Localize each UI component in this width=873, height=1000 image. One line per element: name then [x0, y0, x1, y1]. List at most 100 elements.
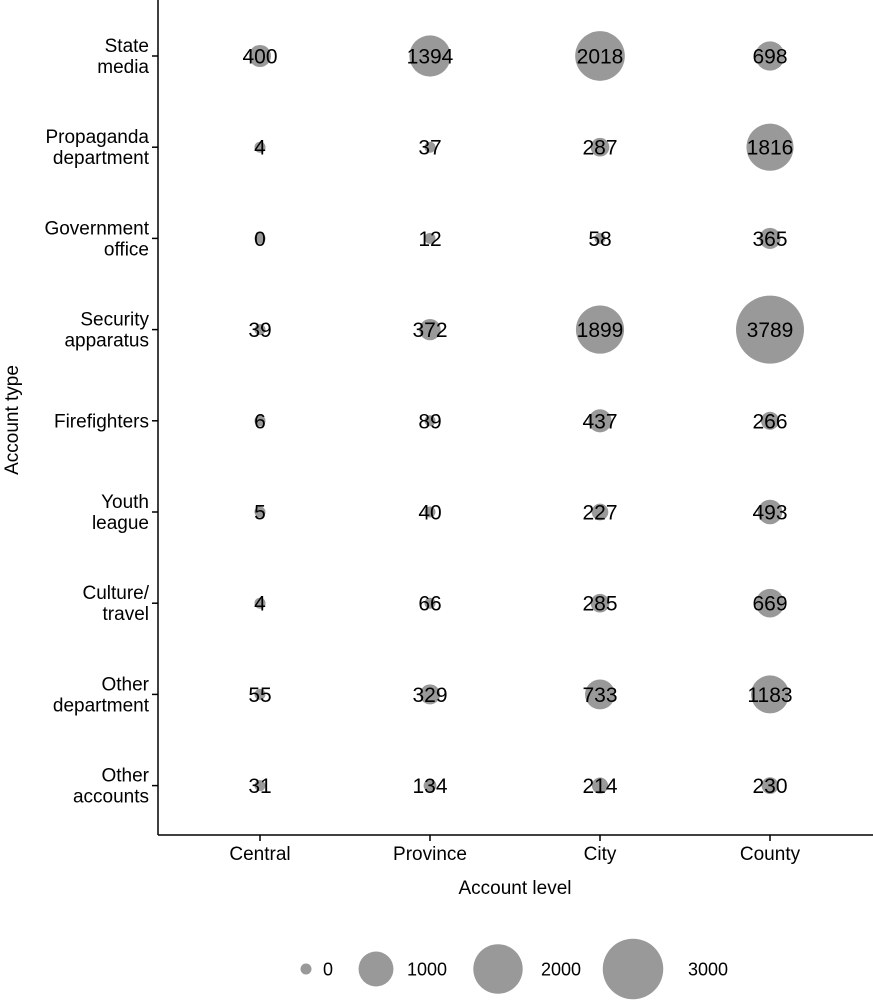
bubble	[590, 593, 610, 613]
y-tick-label-line: Security	[80, 310, 149, 331]
value-label: 733	[582, 684, 617, 707]
value-label: 400	[242, 46, 277, 69]
bubble	[588, 409, 612, 433]
value-label: 214	[582, 775, 617, 798]
y-tick-label-line: Government	[44, 218, 149, 239]
value-label: 372	[412, 319, 447, 342]
y-tick-label: Security apparatus	[64, 310, 149, 352]
value-label: 134	[412, 775, 447, 798]
bubble	[761, 777, 779, 794]
bubble	[254, 688, 266, 700]
bubble	[746, 123, 794, 171]
bubble	[254, 597, 266, 609]
bubble	[736, 295, 804, 364]
legend-label: 1000	[407, 960, 447, 980]
value-label: 4	[254, 593, 266, 616]
value-label: 493	[752, 502, 787, 525]
y-tick-label: State media	[97, 36, 149, 78]
value-label: 89	[418, 410, 441, 433]
bubble	[757, 499, 783, 525]
bubble	[590, 137, 610, 157]
y-tick-label-line: travel	[103, 604, 149, 625]
y-tick-label-line: Other	[101, 766, 149, 787]
bubble	[424, 415, 436, 427]
x-tick-label: County	[740, 844, 801, 865]
bubble	[591, 777, 609, 794]
value-label: 66	[418, 593, 441, 616]
value-label: 227	[582, 502, 617, 525]
value-label: 0	[254, 228, 266, 251]
y-tick-label-line: accounts	[73, 787, 149, 808]
y-tick-label-line: Culture/	[82, 583, 149, 604]
bubble	[755, 588, 785, 618]
value-label: 55	[248, 684, 271, 707]
legend-bubble	[473, 944, 523, 994]
bubble	[419, 684, 441, 705]
x-tick-label: Province	[393, 844, 467, 865]
bubble	[594, 232, 606, 244]
y-tick-label: Other accounts	[73, 766, 150, 808]
y-tick-label-line: department	[53, 148, 150, 169]
bubble	[409, 35, 451, 77]
bubble	[254, 141, 266, 153]
y-tick-label: Youth league	[92, 492, 149, 534]
bubble	[423, 779, 437, 792]
y-tick-label: Other department	[53, 674, 150, 716]
value-label: 58	[588, 228, 611, 251]
x-tick-label: City	[584, 844, 617, 865]
bubble	[424, 506, 436, 518]
value-label: 285	[582, 593, 617, 616]
bubble	[254, 780, 266, 792]
value-label: 40	[418, 502, 441, 525]
x-axis-title: Account level	[458, 878, 571, 899]
value-label: 698	[752, 46, 787, 69]
value-label: 4	[254, 137, 266, 160]
y-tick-label-line: apparatus	[64, 331, 149, 352]
legend-bubble	[358, 951, 394, 987]
y-tick-label-line: league	[92, 513, 149, 534]
value-label: 437	[582, 410, 617, 433]
legend-bubble	[602, 938, 664, 1000]
y-tick-label-line: office	[104, 239, 149, 260]
legend: 0 1000 2000 3000	[300, 938, 728, 1000]
value-label: 39	[248, 319, 271, 342]
value-label: 6	[254, 410, 266, 433]
value-label: 230	[752, 775, 787, 798]
bubble	[585, 679, 615, 710]
value-label: 12	[418, 228, 441, 251]
y-tick-label: Culture/travel	[82, 583, 149, 625]
bubble	[751, 675, 789, 714]
bubble	[424, 141, 436, 153]
y-tick-label-line: Youth	[101, 492, 149, 513]
value-label: 669	[752, 593, 787, 616]
bubble	[419, 318, 441, 341]
y-tick-label-line: Other	[101, 674, 149, 695]
legend-bubble	[300, 963, 312, 975]
y-tick-label: Propaganda department	[45, 127, 149, 169]
bubble	[254, 506, 266, 518]
value-label: 1394	[407, 46, 454, 69]
value-label: 1816	[747, 137, 794, 160]
bubble	[254, 232, 266, 244]
legend-label: 0	[323, 960, 333, 980]
bubble	[424, 232, 436, 244]
bubble	[248, 44, 272, 68]
legend-label: 3000	[688, 960, 728, 980]
x-tick-layer: Central Province City County	[229, 835, 801, 865]
bubble	[759, 227, 781, 249]
value-label: 31	[248, 775, 271, 798]
y-tick-label: Government office	[44, 218, 149, 260]
value-label: 3789	[747, 319, 794, 342]
y-tick-label-line: Firefighters	[54, 411, 149, 432]
bubble	[424, 597, 436, 609]
x-tick-label: Central	[229, 844, 290, 865]
value-label: 37	[418, 137, 441, 160]
y-tick-label-line: media	[97, 57, 149, 78]
legend-label: 2000	[541, 960, 581, 980]
y-tick-layer: State media Propaganda department Government…	[44, 36, 158, 808]
bubble	[254, 324, 266, 336]
y-axis-title: Account type	[2, 365, 23, 475]
bubble-layer	[248, 31, 804, 794]
value-label: 1183	[747, 684, 792, 707]
